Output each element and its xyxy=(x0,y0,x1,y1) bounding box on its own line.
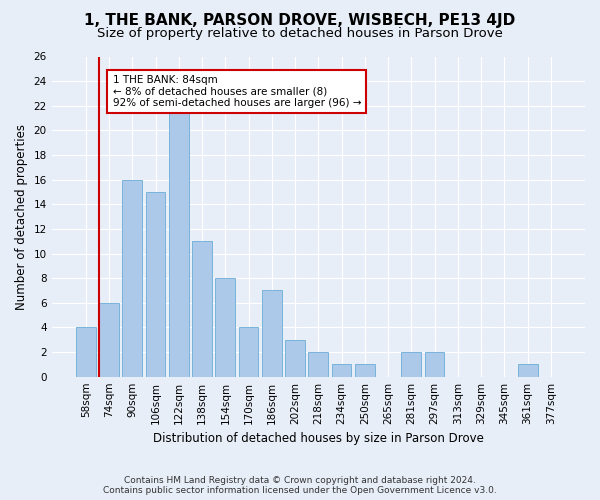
Bar xyxy=(401,352,421,376)
Bar xyxy=(285,340,305,376)
Text: Contains HM Land Registry data © Crown copyright and database right 2024.
Contai: Contains HM Land Registry data © Crown c… xyxy=(103,476,497,495)
Bar xyxy=(192,241,212,376)
Bar xyxy=(425,352,445,376)
Bar xyxy=(262,290,282,376)
Bar xyxy=(76,328,95,376)
Bar xyxy=(518,364,538,376)
Bar xyxy=(122,180,142,376)
Bar xyxy=(215,278,235,376)
Bar xyxy=(308,352,328,376)
Text: 1, THE BANK, PARSON DROVE, WISBECH, PE13 4JD: 1, THE BANK, PARSON DROVE, WISBECH, PE13… xyxy=(85,12,515,28)
Text: 1 THE BANK: 84sqm
← 8% of detached houses are smaller (8)
92% of semi-detached h: 1 THE BANK: 84sqm ← 8% of detached house… xyxy=(113,75,361,108)
Y-axis label: Number of detached properties: Number of detached properties xyxy=(15,124,28,310)
Text: Size of property relative to detached houses in Parson Drove: Size of property relative to detached ho… xyxy=(97,28,503,40)
Bar xyxy=(146,192,166,376)
X-axis label: Distribution of detached houses by size in Parson Drove: Distribution of detached houses by size … xyxy=(153,432,484,445)
Bar xyxy=(355,364,375,376)
Bar xyxy=(239,328,259,376)
Bar xyxy=(99,303,119,376)
Bar xyxy=(169,106,188,376)
Bar xyxy=(332,364,352,376)
